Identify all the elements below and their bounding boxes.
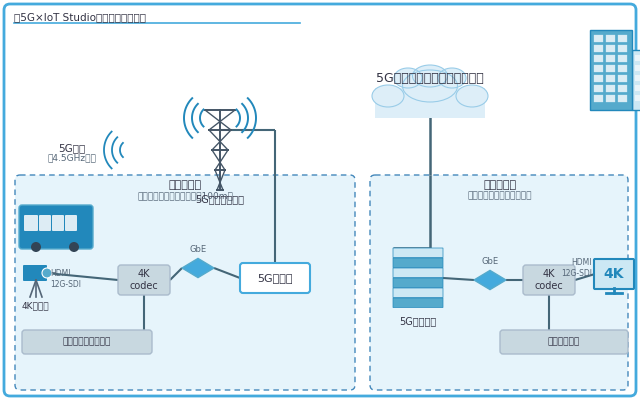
Text: HDMI
12G-SDI: HDMI 12G-SDI [50,269,81,289]
Text: 車載実験局: 車載実験局 [168,180,202,190]
FancyBboxPatch shape [240,263,310,293]
FancyBboxPatch shape [22,330,152,354]
Bar [635,65,640,71]
Circle shape [69,242,79,252]
Bar [594,45,603,52]
FancyBboxPatch shape [393,248,443,258]
FancyBboxPatch shape [4,4,636,396]
Bar [594,95,603,102]
Bar [606,35,615,42]
FancyBboxPatch shape [523,265,575,295]
Polygon shape [474,270,506,290]
Text: （4.5GHz帯）: （4.5GHz帯） [47,154,97,162]
FancyBboxPatch shape [19,205,93,249]
Bar [618,95,627,102]
Ellipse shape [372,85,404,107]
Text: GbE: GbE [481,258,499,266]
Bar [618,85,627,92]
Text: 「5G×IoT Studio」（赤坂エリア）: 「5G×IoT Studio」（赤坂エリア） [14,12,146,22]
Bar [375,88,485,118]
Circle shape [42,268,52,278]
Text: 建機制御装置: 建機制御装置 [548,338,580,346]
Text: 4K: 4K [604,267,624,281]
Circle shape [31,242,41,252]
Bar [606,75,615,82]
Bar [635,95,640,101]
Text: 4K
codec: 4K codec [534,269,563,291]
Text: 4K
codec: 4K codec [130,269,158,291]
Text: 5Gコア装置: 5Gコア装置 [399,316,436,326]
FancyBboxPatch shape [393,288,443,298]
Ellipse shape [438,68,466,88]
Bar [594,35,603,42]
Bar [618,75,627,82]
Ellipse shape [413,65,447,87]
Text: （実験用基地局から半径紏100m）: （実験用基地局から半径紏100m） [137,191,233,200]
Bar [606,45,615,52]
FancyBboxPatch shape [118,265,170,295]
Text: 社内実験室: 社内実験室 [483,180,516,190]
FancyBboxPatch shape [24,215,38,231]
Text: GbE: GbE [189,245,207,254]
Bar [618,45,627,52]
Text: （ソフトバンク本社ビル）: （ソフトバンク本社ビル） [468,191,532,200]
Polygon shape [182,258,214,278]
Ellipse shape [456,85,488,107]
FancyBboxPatch shape [500,330,628,354]
Bar [618,65,627,72]
Bar [618,35,627,42]
Bar [594,85,603,92]
FancyBboxPatch shape [594,259,634,289]
Bar [594,55,603,62]
FancyBboxPatch shape [65,215,77,231]
Bar [606,85,615,92]
FancyBboxPatch shape [393,298,443,308]
FancyBboxPatch shape [370,175,628,390]
Bar [635,85,640,91]
Bar [635,55,640,61]
Text: 5Gバックホールネットワーク: 5Gバックホールネットワーク [376,72,484,84]
FancyBboxPatch shape [15,175,355,390]
Bar [590,30,632,110]
Text: 建機シミュレーター: 建機シミュレーター [63,338,111,346]
FancyBboxPatch shape [393,278,443,288]
Text: 5G電波: 5G電波 [58,143,86,153]
Bar [618,55,627,62]
Bar [594,65,603,72]
FancyBboxPatch shape [23,265,47,281]
Text: 5G実験用基地局: 5G実験用基地局 [195,194,244,204]
FancyBboxPatch shape [39,215,51,231]
Bar [632,50,640,110]
Bar [635,75,640,81]
Text: 4Kカメラ: 4Kカメラ [22,301,50,310]
FancyBboxPatch shape [393,258,443,268]
Bar [606,95,615,102]
Ellipse shape [403,70,458,102]
Ellipse shape [394,68,422,88]
Bar [606,55,615,62]
FancyBboxPatch shape [52,215,64,231]
Bar [594,75,603,82]
Text: HDMI
12G-SDI: HDMI 12G-SDI [561,258,592,278]
FancyBboxPatch shape [393,268,443,278]
Text: 5G移動局: 5G移動局 [257,273,292,283]
Bar [606,65,615,72]
